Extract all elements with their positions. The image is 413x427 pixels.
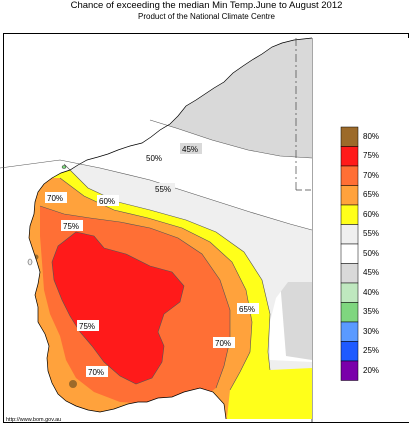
legend-label: 25% bbox=[363, 346, 380, 356]
legend-label: 20% bbox=[363, 365, 380, 375]
source-url: http://www.bom.gov.au bbox=[6, 417, 62, 423]
legend-label: 65% bbox=[363, 190, 380, 200]
legend-label: 60% bbox=[363, 209, 380, 219]
label-bg bbox=[144, 152, 166, 163]
legend-swatch bbox=[340, 360, 359, 381]
label-bg bbox=[61, 220, 83, 231]
label-65-east: 65% bbox=[239, 305, 255, 314]
label-75-center: 75% bbox=[79, 322, 95, 331]
legend-swatch bbox=[340, 126, 359, 147]
label-bg bbox=[213, 337, 235, 348]
label-45: 45% bbox=[182, 145, 198, 154]
map-title: Chance of exceeding the median Min Temp.… bbox=[70, 0, 343, 11]
legend-swatch bbox=[340, 146, 359, 167]
label-75-north: 75% bbox=[63, 222, 79, 231]
legend-swatch bbox=[340, 165, 359, 186]
legend-swatch bbox=[340, 321, 359, 342]
label-70-south: 70% bbox=[88, 368, 104, 377]
legend-label: 70% bbox=[363, 170, 380, 180]
legend-label: 30% bbox=[363, 326, 380, 336]
label-55: 55% bbox=[155, 185, 171, 194]
label-50: 50% bbox=[146, 154, 162, 163]
legend-swatches bbox=[340, 126, 359, 381]
label-bg bbox=[86, 366, 108, 377]
legend-swatch bbox=[340, 282, 359, 303]
label-bg bbox=[97, 195, 119, 206]
legend-label: 80% bbox=[363, 131, 380, 141]
label-70-east: 70% bbox=[215, 339, 231, 348]
legend-swatch bbox=[340, 224, 359, 245]
zone-75 bbox=[52, 232, 184, 384]
label-bg bbox=[45, 192, 67, 203]
zone-80-spot bbox=[69, 380, 77, 388]
island bbox=[61, 165, 67, 169]
legend-swatch bbox=[340, 185, 359, 206]
label-bg bbox=[180, 143, 202, 154]
legend-swatch bbox=[340, 302, 359, 323]
northern-territory-region bbox=[312, 38, 409, 422]
island bbox=[27, 258, 33, 266]
label-bg bbox=[77, 320, 99, 331]
wa-coastline bbox=[28, 37, 313, 420]
legend-swatch bbox=[340, 243, 359, 264]
legend-label: 50% bbox=[363, 248, 380, 258]
legend-swatch bbox=[340, 263, 359, 284]
legend-label: 75% bbox=[363, 151, 380, 161]
legend-swatch bbox=[340, 204, 359, 225]
legend-swatch bbox=[340, 341, 359, 362]
legend-label: 55% bbox=[363, 229, 380, 239]
legend-label: 35% bbox=[363, 307, 380, 317]
label-bg bbox=[237, 303, 259, 314]
zone-45-east bbox=[280, 280, 312, 360]
map-subtitle: Product of the National Climate Centre bbox=[138, 12, 275, 21]
label-70-west: 70% bbox=[47, 194, 63, 203]
label-60: 60% bbox=[99, 197, 115, 206]
legend-label: 40% bbox=[363, 287, 380, 297]
label-bg bbox=[153, 183, 175, 194]
legend-label: 45% bbox=[363, 268, 380, 278]
